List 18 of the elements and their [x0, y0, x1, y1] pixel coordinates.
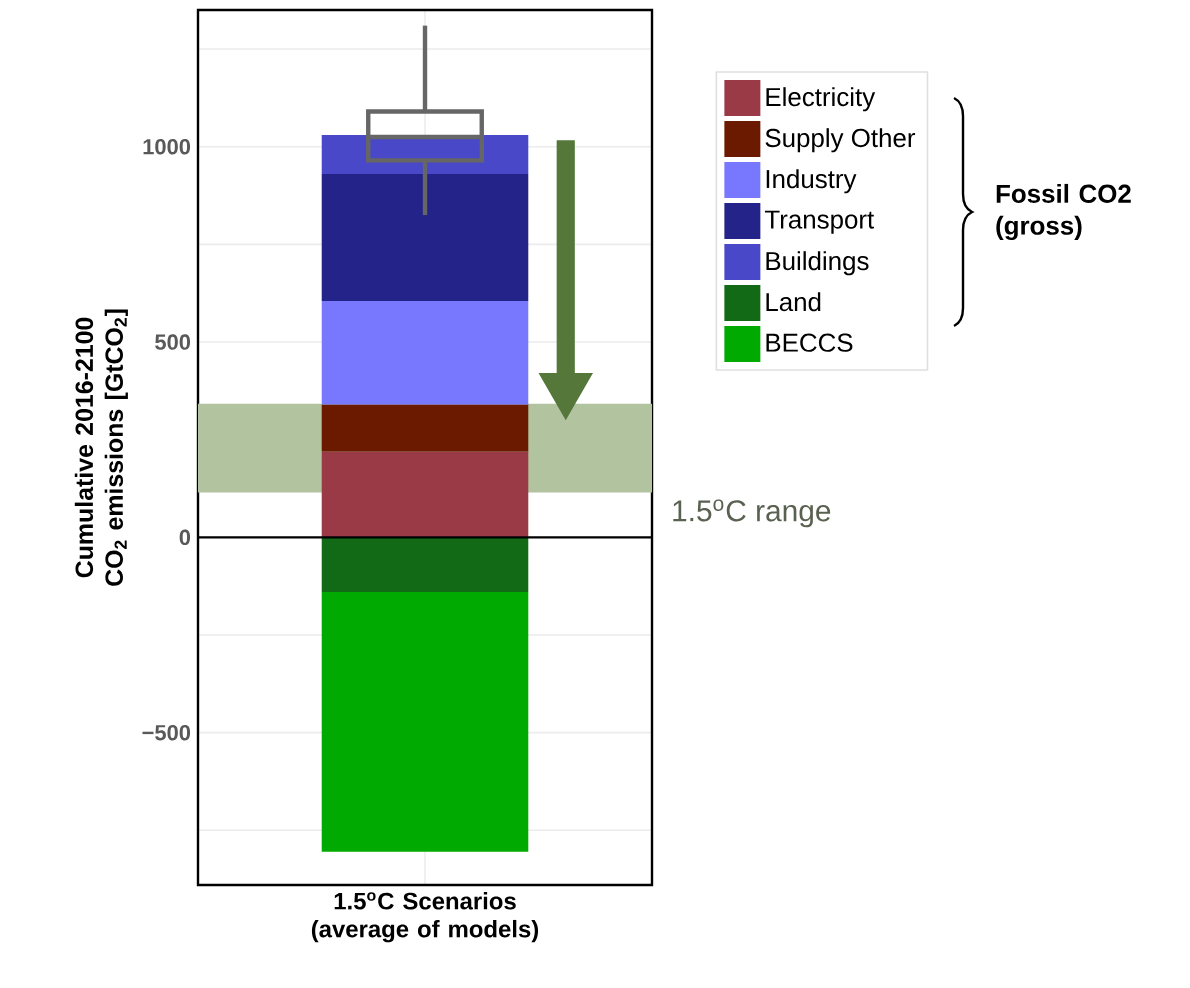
legend-label: BECCS — [766, 333, 853, 352]
text: Fossil CO2 (gross) — [996, 183, 1131, 241]
bar — [321, 174, 529, 302]
y-tick-label: 500 — [155, 334, 191, 350]
y-tick-label: −500 — [142, 724, 191, 741]
x-tick-label: 1.5$^{o}$C Scenarios (average of models) — [311, 892, 539, 943]
legend-label: Industry — [766, 169, 857, 194]
band-label: 1.5$^{o}$C range — [673, 499, 831, 528]
y-tick-label: 1000 — [143, 138, 191, 155]
legend-label: Buildings — [766, 251, 869, 276]
bar — [321, 537, 529, 593]
bar — [321, 404, 529, 452]
bar — [321, 592, 529, 852]
y-tick-label: 0 — [179, 529, 191, 546]
legend-label: Land — [766, 292, 821, 312]
legend-label: Electricity — [766, 87, 876, 112]
legend-label: Transport — [764, 210, 875, 234]
legend-label: Supply Other — [765, 128, 916, 153]
